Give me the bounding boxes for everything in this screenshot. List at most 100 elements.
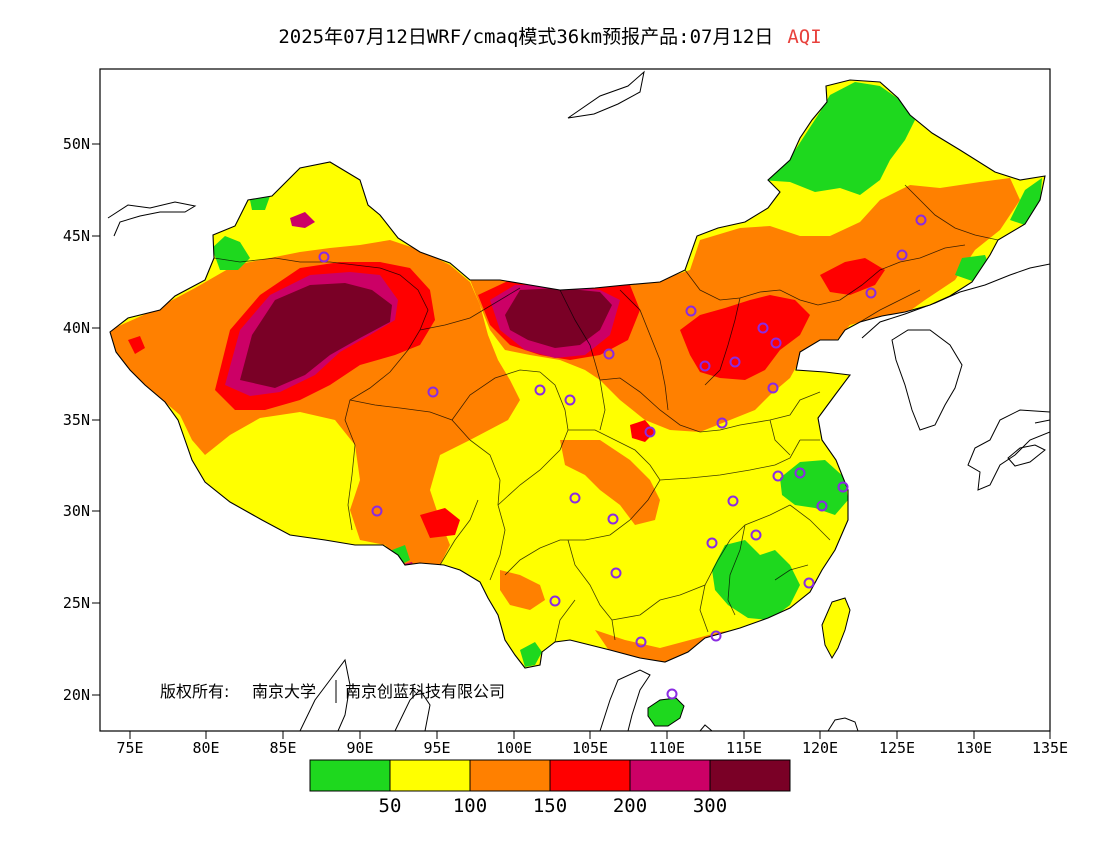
aqi-zone-red <box>820 258 885 295</box>
lon-tick: 120E <box>802 731 838 757</box>
svg-text:100E: 100E <box>496 739 532 757</box>
lon-tick: 100E <box>496 731 532 757</box>
city-marker <box>607 513 619 525</box>
svg-text:90E: 90E <box>346 739 373 757</box>
city-marker <box>427 386 439 398</box>
city-marker <box>318 251 330 263</box>
aqi-zone-maroon <box>240 283 392 388</box>
aqi-zone-green <box>212 236 250 270</box>
svg-text:30N: 30N <box>63 502 90 520</box>
city-marker <box>549 595 561 607</box>
hainan-island <box>647 697 685 727</box>
map-area: 版权所有: 南京大学 南京创蓝科技有限公司 <box>107 70 1050 731</box>
svg-text:50N: 50N <box>63 135 90 153</box>
aqi-zone-orange <box>500 570 545 610</box>
lon-tick: 115E <box>726 731 762 757</box>
lat-tick: 25N <box>63 594 100 612</box>
aqi-zone-red <box>128 336 145 354</box>
svg-text:135E: 135E <box>1032 739 1068 757</box>
city-marker <box>727 495 739 507</box>
city-marker <box>716 417 728 429</box>
lon-axis: 75E 80E 85E 90E 95E 100E 105E 110E 115E … <box>116 731 1068 757</box>
aqi-zone-green <box>1010 178 1042 225</box>
lat-tick: 45N <box>63 227 100 245</box>
svg-text:105E: 105E <box>572 739 608 757</box>
svg-text:95E: 95E <box>423 739 450 757</box>
svg-text:25N: 25N <box>63 594 90 612</box>
aqi-zone-maroon <box>505 288 612 348</box>
map-frame <box>99 68 1051 732</box>
svg-text:20N: 20N <box>63 686 90 704</box>
city-marker <box>750 529 762 541</box>
lat-tick: 35N <box>63 411 100 429</box>
lon-tick: 75E <box>116 731 144 757</box>
lat-tick: 20N <box>63 686 100 704</box>
city-marker <box>699 360 711 372</box>
legend-threshold: 100 <box>453 795 487 817</box>
aqi-zone-orange <box>595 618 780 662</box>
city-marker <box>837 481 849 493</box>
city-marker <box>534 384 546 396</box>
lon-tick: 105E <box>572 731 608 757</box>
aqi-zone-green <box>780 460 848 515</box>
city-marker <box>896 249 908 261</box>
legend-threshold: 200 <box>613 795 647 817</box>
aqi-zone-red <box>420 508 460 538</box>
aqi-field <box>110 80 1045 727</box>
title-variable: AQI <box>787 26 822 48</box>
svg-text:35N: 35N <box>63 411 90 429</box>
city-marker <box>767 382 779 394</box>
svg-text:125E: 125E <box>879 739 915 757</box>
svg-text:110E: 110E <box>649 739 685 757</box>
city-marker <box>564 394 576 406</box>
city-marker <box>915 214 927 226</box>
city-marker <box>371 505 383 517</box>
city-marker <box>710 630 722 642</box>
svg-text:75E: 75E <box>116 739 143 757</box>
city-marker <box>666 688 678 700</box>
city-marker <box>644 426 656 438</box>
color-legend: 50 100 150 200 300 <box>309 759 791 817</box>
legend-threshold: 50 <box>379 795 402 817</box>
city-marker <box>685 305 697 317</box>
svg-text:85E: 85E <box>269 739 296 757</box>
lon-tick: 90E <box>346 731 374 757</box>
copyright-org-1: 南京大学 <box>252 682 316 701</box>
city-marker <box>794 467 806 479</box>
svg-text:120E: 120E <box>802 739 838 757</box>
lon-tick: 80E <box>192 731 220 757</box>
lat-tick: 40N <box>63 319 100 337</box>
city-marker <box>865 287 877 299</box>
legend-bin <box>709 759 791 792</box>
city-marker <box>603 348 615 360</box>
city-marker <box>816 500 828 512</box>
lat-axis: 50N 45N 40N 35N 30N 25N 20N <box>63 135 100 704</box>
city-marker <box>569 492 581 504</box>
lat-tick: 30N <box>63 502 100 520</box>
province-boundaries <box>213 184 999 643</box>
city-marker <box>772 470 784 482</box>
lon-tick: 125E <box>879 731 915 757</box>
national-boundary <box>109 79 1046 669</box>
aqi-zone-green <box>712 540 800 620</box>
svg-text:45N: 45N <box>63 227 90 245</box>
lon-tick: 130E <box>956 731 992 757</box>
legend-threshold: 150 <box>533 795 567 817</box>
lon-tick: 85E <box>269 731 297 757</box>
map-title: 2025年07月12日WRF/cmaq模式36km预报产品:07月12日 AQI <box>0 22 1100 49</box>
city-marker <box>706 537 718 549</box>
aqi-zone-red <box>680 295 810 380</box>
copyright: 版权所有: 南京大学 南京创蓝科技有限公司 <box>160 680 505 703</box>
legend-bin <box>389 759 471 792</box>
legend-bin <box>309 759 391 792</box>
legend-bin <box>629 759 711 792</box>
city-marker <box>635 636 647 648</box>
copyright-org-2: 南京创蓝科技有限公司 <box>345 682 505 701</box>
lat-tick: 50N <box>63 135 100 153</box>
coastline <box>107 70 1050 731</box>
aqi-zone-orange <box>560 440 660 525</box>
legend-threshold: 300 <box>693 795 727 817</box>
aqi-zone-green <box>760 82 915 195</box>
city-marker <box>729 356 741 368</box>
